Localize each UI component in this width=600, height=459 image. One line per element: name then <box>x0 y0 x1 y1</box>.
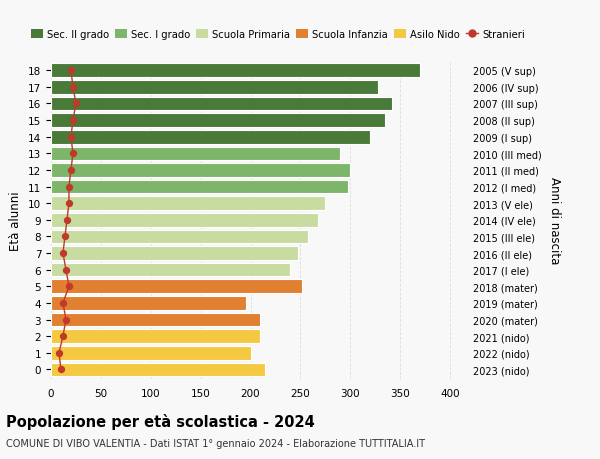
Point <box>62 217 72 224</box>
Point <box>60 233 70 241</box>
Point <box>71 101 81 108</box>
Point <box>66 67 76 75</box>
Bar <box>51 64 420 78</box>
Point <box>54 349 64 357</box>
Bar <box>51 147 340 161</box>
Bar <box>51 246 298 260</box>
Legend: Sec. II grado, Sec. I grado, Scuola Primaria, Scuola Infanzia, Asilo Nido, Stran: Sec. II grado, Sec. I grado, Scuola Prim… <box>27 26 529 44</box>
Point <box>56 366 66 373</box>
Point <box>66 167 76 174</box>
Y-axis label: Età alunni: Età alunni <box>10 190 22 250</box>
Bar <box>51 346 251 360</box>
Point <box>58 333 68 340</box>
Point <box>61 266 71 274</box>
Point <box>68 117 78 124</box>
Point <box>64 184 74 191</box>
Text: Popolazione per età scolastica - 2024: Popolazione per età scolastica - 2024 <box>6 413 315 429</box>
Bar <box>51 164 350 177</box>
Text: COMUNE DI VIBO VALENTIA - Dati ISTAT 1° gennaio 2024 - Elaborazione TUTTITALIA.I: COMUNE DI VIBO VALENTIA - Dati ISTAT 1° … <box>6 438 425 448</box>
Point <box>58 300 68 307</box>
Bar <box>51 180 348 194</box>
Bar <box>51 313 260 327</box>
Bar <box>51 97 392 111</box>
Bar <box>51 81 378 95</box>
Bar <box>51 363 265 376</box>
Point <box>58 250 68 257</box>
Bar <box>51 297 245 310</box>
Bar <box>51 131 370 144</box>
Bar <box>51 213 319 227</box>
Point <box>68 84 78 91</box>
Point <box>66 134 76 141</box>
Point <box>64 200 74 207</box>
Bar <box>51 263 290 277</box>
Bar <box>51 280 302 293</box>
Bar <box>51 197 325 211</box>
Y-axis label: Anni di nascita: Anni di nascita <box>548 177 562 264</box>
Point <box>68 150 78 157</box>
Bar <box>51 230 308 244</box>
Bar <box>51 114 385 128</box>
Point <box>64 283 74 291</box>
Point <box>61 316 71 324</box>
Bar <box>51 330 260 343</box>
